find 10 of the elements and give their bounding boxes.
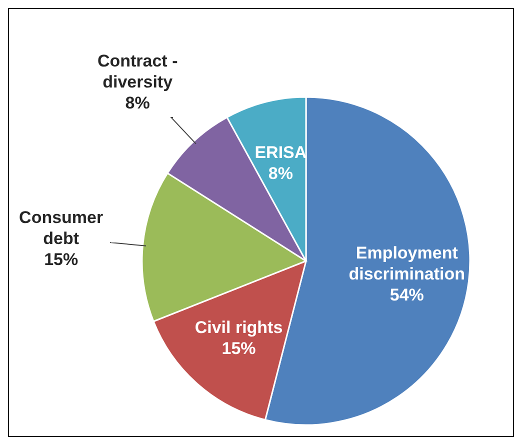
slice-label: Consumer debt [19,207,104,248]
slice-label: Employment discrimination [348,243,465,284]
data-label: 8% [125,93,150,112]
slice-label: Contract - diversity [97,51,178,92]
data-label: 15% [222,338,256,358]
data-label: 8% [268,164,293,183]
data-label: 15% [44,249,78,268]
slice-label: ERISA [254,142,307,162]
data-label: 54% [390,285,424,304]
slice-label: Civil rights [194,317,283,336]
